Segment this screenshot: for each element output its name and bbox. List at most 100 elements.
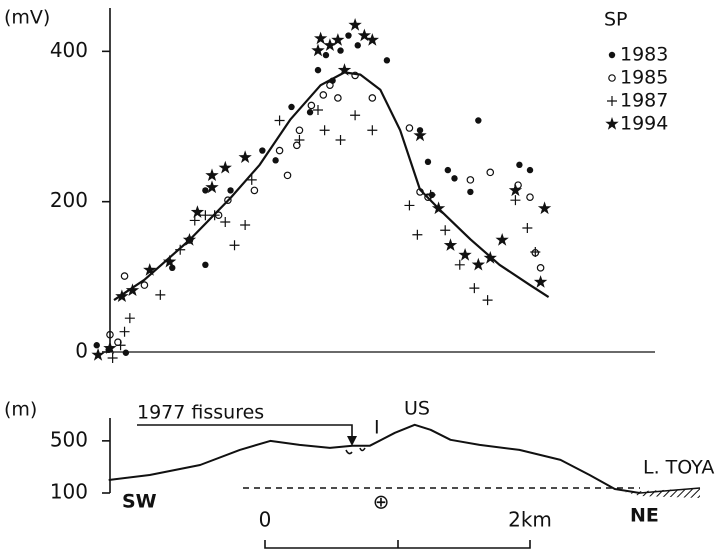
profile-line <box>108 423 641 494</box>
data-point <box>307 101 316 110</box>
data-point <box>482 295 493 306</box>
data-point <box>326 81 334 89</box>
data-point <box>526 166 534 174</box>
data-point <box>272 157 279 164</box>
data-point <box>469 283 480 294</box>
data-point <box>322 51 330 59</box>
data-point <box>404 200 415 211</box>
annotation: L. TOYA <box>643 457 714 479</box>
data-point <box>140 281 149 289</box>
data-point <box>412 229 423 240</box>
annotation: I <box>374 417 380 439</box>
data-point <box>458 248 472 261</box>
data-point <box>405 124 414 132</box>
data-point <box>331 33 345 46</box>
y-tick-label: 500 <box>50 427 88 451</box>
data-point <box>471 257 485 271</box>
data-point <box>189 215 200 226</box>
data-point <box>337 63 352 76</box>
annotation: ⊕ <box>373 490 390 514</box>
data-point <box>238 150 252 163</box>
lake <box>625 488 700 498</box>
data-point <box>274 115 285 126</box>
data-point <box>337 47 344 54</box>
data-point <box>125 283 140 296</box>
data-point <box>424 158 432 166</box>
data-point <box>466 176 475 184</box>
arrow-head <box>347 436 357 446</box>
data-point <box>319 125 330 136</box>
data-point <box>250 186 259 195</box>
annotation: 1977 fissures <box>137 402 264 424</box>
legend-label: 1987 <box>620 90 668 112</box>
y-tick-label: 0 <box>75 339 88 363</box>
data-point <box>224 196 232 204</box>
data-point <box>323 38 337 51</box>
data-point <box>122 349 130 356</box>
data-point <box>533 275 548 288</box>
y-tick-label: 400 <box>50 38 88 62</box>
data-point <box>294 135 305 146</box>
data-point <box>516 161 523 169</box>
data-point <box>202 187 209 194</box>
data-point <box>306 109 314 116</box>
data-point <box>319 91 328 99</box>
data-point <box>314 66 322 74</box>
data-point <box>202 261 209 269</box>
data-point <box>508 183 523 197</box>
data-point <box>526 193 534 201</box>
data-point <box>119 326 130 337</box>
data-point <box>295 126 304 135</box>
data-point <box>313 104 323 115</box>
scale-label: 2km <box>508 508 552 532</box>
legend-label: 1994 <box>620 113 668 135</box>
data-point <box>107 353 118 364</box>
y-axis-label: (m) <box>4 399 37 421</box>
data-point <box>475 117 482 124</box>
data-point <box>335 135 346 146</box>
data-point <box>345 32 352 39</box>
data-point <box>467 188 474 196</box>
data-point <box>311 43 325 57</box>
legend-title: SP <box>604 9 628 31</box>
data-point <box>220 216 231 227</box>
data-point <box>292 141 301 150</box>
legend-label: 1983 <box>620 44 668 66</box>
data-point <box>240 219 251 230</box>
data-point <box>522 222 533 233</box>
arrow <box>137 424 353 440</box>
data-point <box>93 342 100 349</box>
data-point <box>155 289 166 300</box>
data-point <box>120 272 129 280</box>
data-point <box>443 238 458 251</box>
data-point <box>357 28 371 42</box>
data-point <box>368 94 377 102</box>
data-point <box>314 31 328 45</box>
lake-surface <box>639 487 701 494</box>
legend-marker <box>608 74 616 82</box>
data-point <box>103 341 117 354</box>
data-point <box>275 146 284 155</box>
annotation: NE <box>630 505 659 527</box>
annotation: SW <box>122 491 157 513</box>
annotation: US <box>404 398 430 420</box>
data-point <box>495 233 509 246</box>
data-point <box>190 205 205 218</box>
data-point <box>367 125 378 136</box>
data-point <box>246 174 257 185</box>
data-point <box>451 175 458 182</box>
data-point <box>91 348 105 361</box>
data-point <box>124 313 135 324</box>
data-point <box>444 166 452 174</box>
data-point <box>354 42 361 49</box>
data-point <box>143 263 157 276</box>
data-point <box>537 201 552 215</box>
data-point <box>440 225 451 236</box>
data-point <box>227 187 234 194</box>
data-point <box>486 168 495 177</box>
scale-label: 0 <box>259 508 272 532</box>
data-point <box>530 247 541 258</box>
data-point <box>425 189 436 200</box>
fit-curve <box>113 71 550 302</box>
